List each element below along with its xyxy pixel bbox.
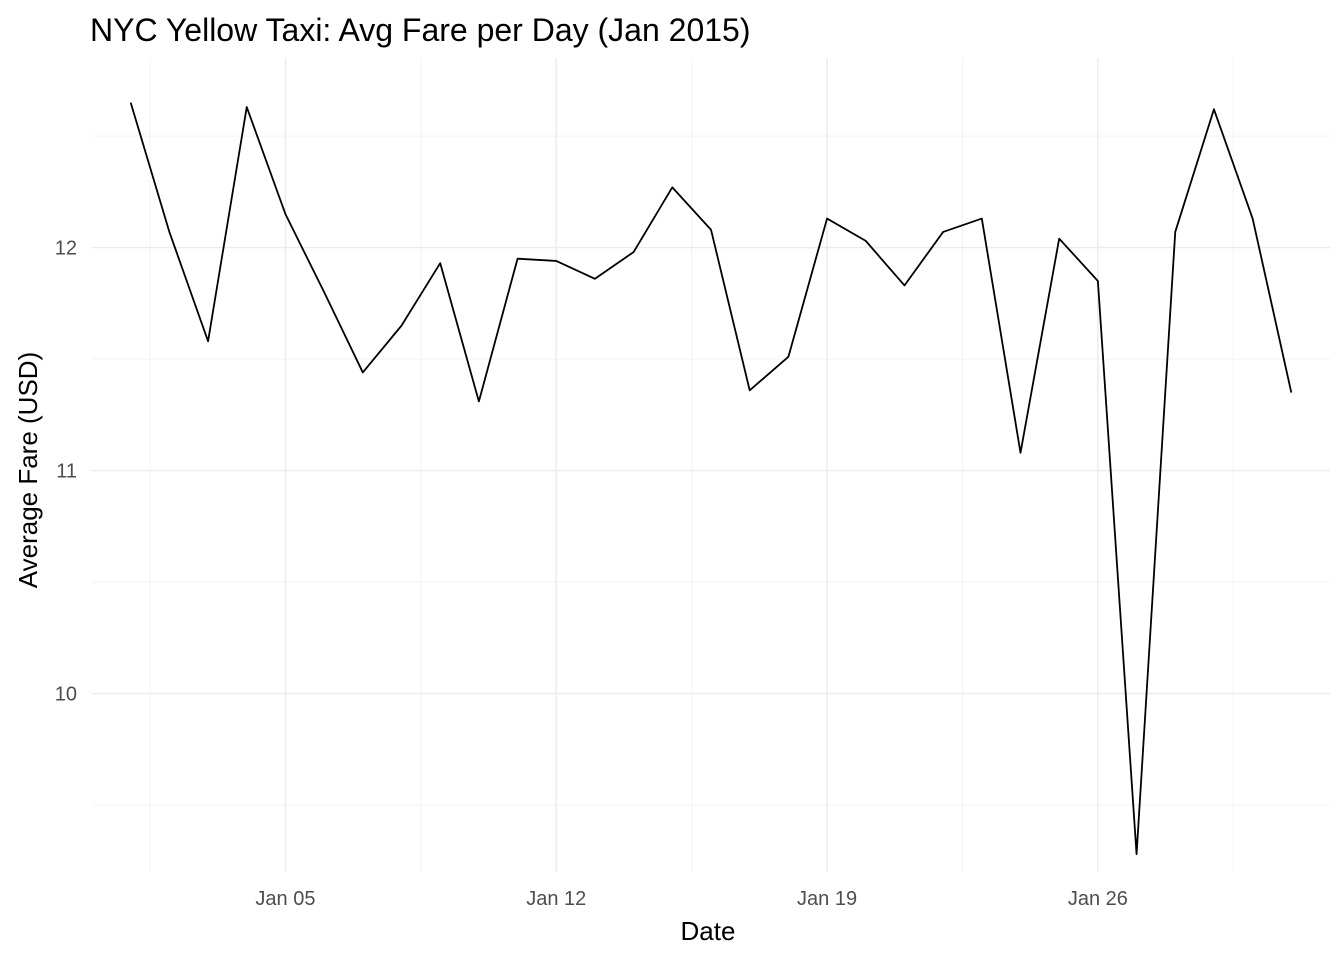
y-tick-label: 11 <box>56 461 77 483</box>
chart-title: NYC Yellow Taxi: Avg Fare per Day (Jan 2… <box>90 12 751 48</box>
y-tick-label: 10 <box>55 684 77 706</box>
x-axis-title: Date <box>681 916 736 946</box>
tick-labels: 10 11 12 Jan 05 Jan 12 Jan 19 Jan 26 <box>55 238 1128 910</box>
x-tick-label: Jan 05 <box>255 888 315 910</box>
x-tick-label: Jan 12 <box>526 888 586 910</box>
x-tick-label: Jan 19 <box>797 888 857 910</box>
x-tick-label: Jan 26 <box>1068 888 1128 910</box>
y-axis-title: Average Fare (USD) <box>13 352 43 589</box>
y-tick-label: 12 <box>55 238 77 260</box>
series-line <box>129 102 1293 856</box>
series-layer <box>129 102 1293 856</box>
grid <box>92 58 1330 872</box>
